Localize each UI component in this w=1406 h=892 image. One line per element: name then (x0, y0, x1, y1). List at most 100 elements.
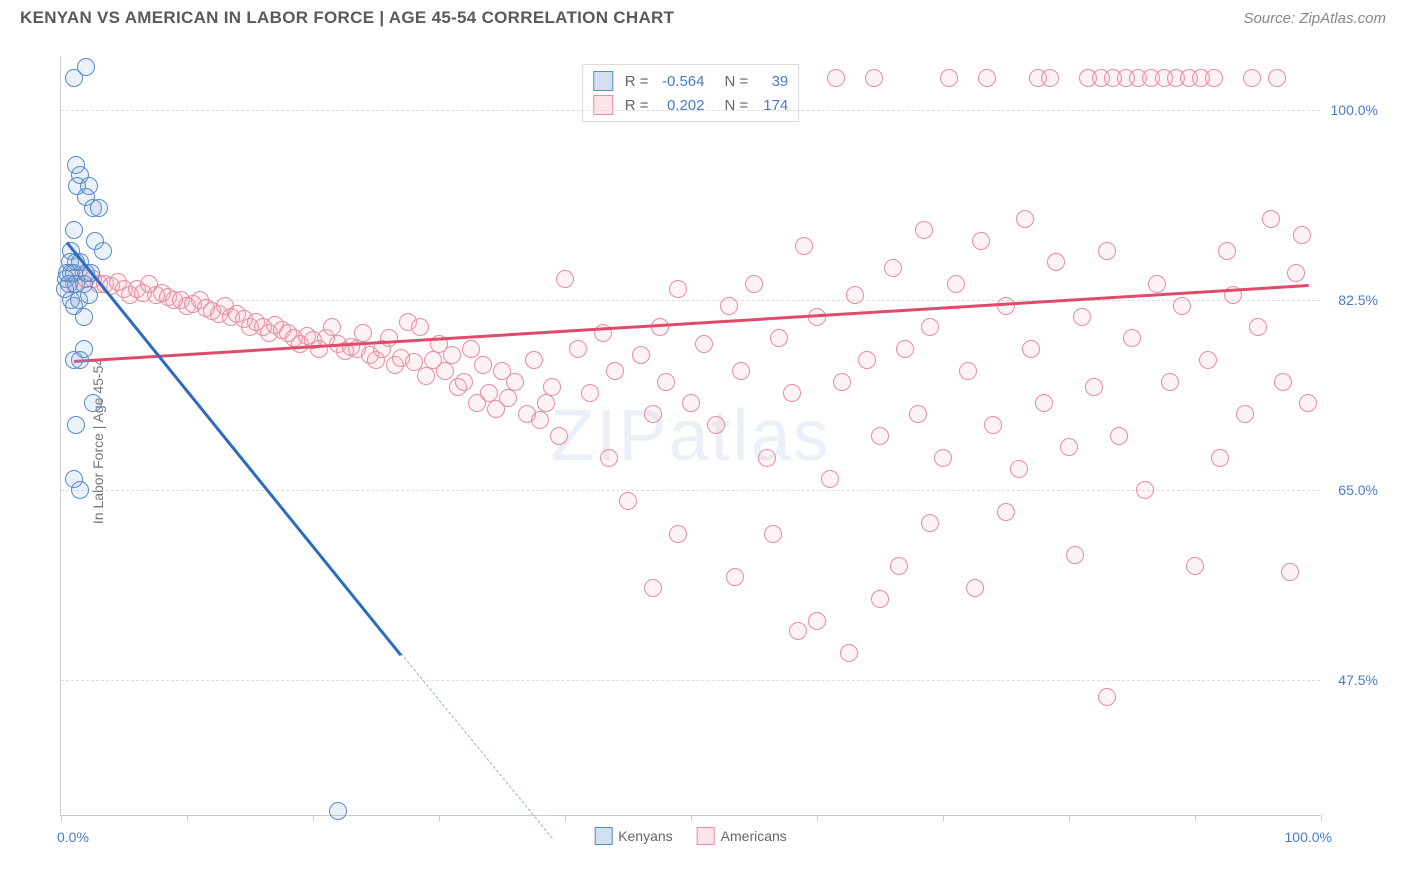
marker-americans (1299, 394, 1317, 412)
marker-americans (808, 612, 826, 630)
marker-americans (871, 427, 889, 445)
x-tick (1321, 815, 1322, 821)
marker-americans (682, 394, 700, 412)
marker-americans (1060, 438, 1078, 456)
marker-americans (840, 644, 858, 662)
marker-americans (745, 275, 763, 293)
x-tick (943, 815, 944, 821)
marker-americans (644, 579, 662, 597)
marker-americans (531, 411, 549, 429)
marker-americans (978, 69, 996, 87)
marker-americans (1249, 318, 1267, 336)
gridline (61, 680, 1320, 681)
stats-row-americans: R = 0.202 N = 174 (593, 93, 789, 117)
trend-line-kenyans (66, 241, 402, 655)
marker-americans (1236, 405, 1254, 423)
marker-americans (537, 394, 555, 412)
x-tick (691, 815, 692, 821)
marker-americans (865, 69, 883, 87)
x-tick (817, 815, 818, 821)
marker-americans (1186, 557, 1204, 575)
marker-americans (966, 579, 984, 597)
marker-americans (1073, 308, 1091, 326)
marker-americans (915, 221, 933, 239)
marker-americans (499, 389, 517, 407)
marker-americans (758, 449, 776, 467)
marker-americans (732, 362, 750, 380)
marker-kenyans (84, 394, 102, 412)
marker-americans (1136, 481, 1154, 499)
header: KENYAN VS AMERICAN IN LABOR FORCE | AGE … (0, 0, 1406, 40)
marker-americans (1047, 253, 1065, 271)
marker-americans (1022, 340, 1040, 358)
marker-americans (651, 318, 669, 336)
stats-legend-box: R = -0.564 N = 39 R = 0.202 N = 174 (582, 64, 800, 122)
marker-americans (525, 351, 543, 369)
r-label: R = (625, 73, 649, 90)
marker-americans (569, 340, 587, 358)
marker-americans (436, 362, 454, 380)
marker-americans (947, 275, 965, 293)
marker-americans (417, 367, 435, 385)
marker-americans (1199, 351, 1217, 369)
marker-americans (1085, 378, 1103, 396)
marker-americans (354, 324, 372, 342)
x-tick (439, 815, 440, 821)
marker-kenyans (329, 802, 347, 820)
marker-kenyans (75, 308, 93, 326)
legend-swatch-icon (594, 827, 612, 845)
legend-item-americans: Americans (697, 827, 787, 845)
marker-americans (1041, 69, 1059, 87)
marker-americans (1016, 210, 1034, 228)
marker-kenyans (94, 242, 112, 260)
marker-americans (789, 622, 807, 640)
marker-americans (632, 346, 650, 364)
marker-americans (1262, 210, 1280, 228)
marker-americans (606, 362, 624, 380)
marker-americans (1010, 460, 1028, 478)
marker-americans (720, 297, 738, 315)
marker-americans (1218, 242, 1236, 260)
legend-item-kenyans: Kenyans (594, 827, 672, 845)
legend-label-kenyans: Kenyans (618, 828, 672, 844)
marker-americans (1293, 226, 1311, 244)
x-axis-min-label: 0.0% (57, 829, 89, 845)
marker-americans (984, 416, 1002, 434)
kenyans-n-value: 39 (756, 73, 788, 90)
marker-americans (474, 356, 492, 374)
marker-americans (1173, 297, 1191, 315)
marker-americans (644, 405, 662, 423)
legend-swatch-kenyans (593, 71, 613, 91)
marker-kenyans (80, 177, 98, 195)
x-tick (187, 815, 188, 821)
marker-americans (411, 318, 429, 336)
marker-americans (764, 525, 782, 543)
marker-americans (581, 384, 599, 402)
marker-americans (921, 514, 939, 532)
x-tick (313, 815, 314, 821)
marker-americans (1274, 373, 1292, 391)
x-tick (1069, 815, 1070, 821)
x-axis-max-label: 100.0% (1285, 829, 1332, 845)
gridline (61, 300, 1320, 301)
marker-americans (821, 470, 839, 488)
chart-container: In Labor Force | Age 45-54 ZIPatlas R = … (50, 46, 1390, 836)
plot-area: ZIPatlas R = -0.564 N = 39 R = 0.202 N =… (60, 56, 1320, 816)
marker-americans (846, 286, 864, 304)
y-tick-label: 47.5% (1338, 672, 1378, 688)
marker-kenyans (71, 481, 89, 499)
n-label: N = (725, 73, 749, 90)
marker-kenyans (65, 221, 83, 239)
marker-americans (795, 237, 813, 255)
marker-kenyans (75, 340, 93, 358)
marker-americans (940, 69, 958, 87)
marker-kenyans (80, 286, 98, 304)
marker-americans (833, 373, 851, 391)
gridline (61, 490, 1320, 491)
source-attribution: Source: ZipAtlas.com (1243, 10, 1386, 27)
marker-americans (726, 568, 744, 586)
y-tick-label: 82.5% (1338, 292, 1378, 308)
marker-americans (858, 351, 876, 369)
marker-americans (1066, 546, 1084, 564)
marker-americans (896, 340, 914, 358)
